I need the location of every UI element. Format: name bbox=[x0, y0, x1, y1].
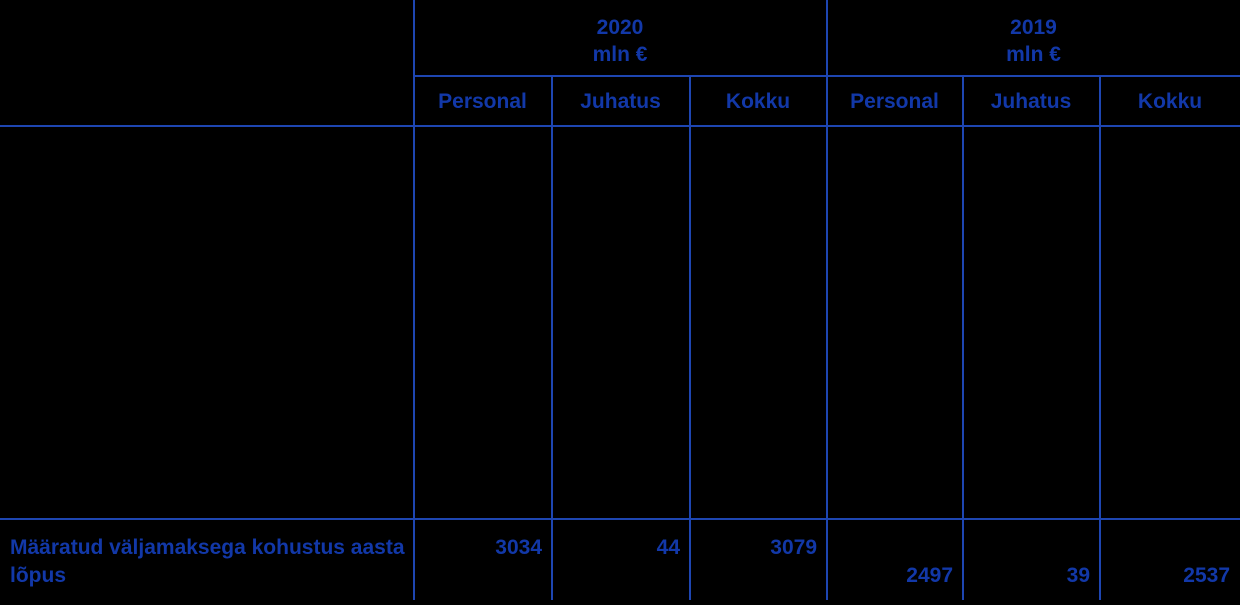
unit-label: mln € bbox=[1006, 43, 1061, 66]
value-2020-kokku: 3079 bbox=[770, 536, 817, 559]
year-header-underline bbox=[413, 75, 1240, 77]
column-header-juhatus-2020: Juhatus bbox=[580, 90, 661, 113]
year-group-2019: 2019 mln € bbox=[827, 14, 1240, 68]
column-header-kokku-2019: Kokku bbox=[1137, 90, 1203, 113]
value-2019-juhatus: 39 bbox=[1066, 564, 1090, 587]
column-header-juhatus-2019: Juhatus bbox=[990, 90, 1072, 113]
year-group-2020: 2020 mln € bbox=[414, 14, 826, 68]
column-divider-line bbox=[1099, 75, 1101, 600]
column-divider-line bbox=[689, 75, 691, 600]
value-2020-personal: 3034 bbox=[495, 536, 542, 559]
year-group-divider-line bbox=[826, 0, 828, 600]
row-label-defined-benefit-obligation: Määratud väljamaksega kohustus aasta lõp… bbox=[10, 536, 405, 587]
year-label: 2019 bbox=[1010, 16, 1057, 39]
column-header-personal-2020: Personal bbox=[438, 90, 527, 113]
column-divider-line bbox=[413, 0, 415, 600]
column-divider-line bbox=[551, 75, 553, 600]
value-2020-juhatus: 44 bbox=[656, 536, 680, 559]
unit-label: mln € bbox=[592, 43, 648, 66]
value-2019-personal: 2497 bbox=[906, 564, 953, 587]
column-header-underline bbox=[0, 125, 1240, 127]
column-divider-line bbox=[962, 75, 964, 600]
data-row-topline bbox=[0, 518, 1240, 520]
column-header-kokku-2020: Kokku bbox=[725, 90, 791, 113]
year-label: 2020 bbox=[596, 16, 644, 39]
column-header-personal-2019: Personal bbox=[850, 90, 939, 113]
value-2019-kokku: 2537 bbox=[1183, 564, 1230, 587]
